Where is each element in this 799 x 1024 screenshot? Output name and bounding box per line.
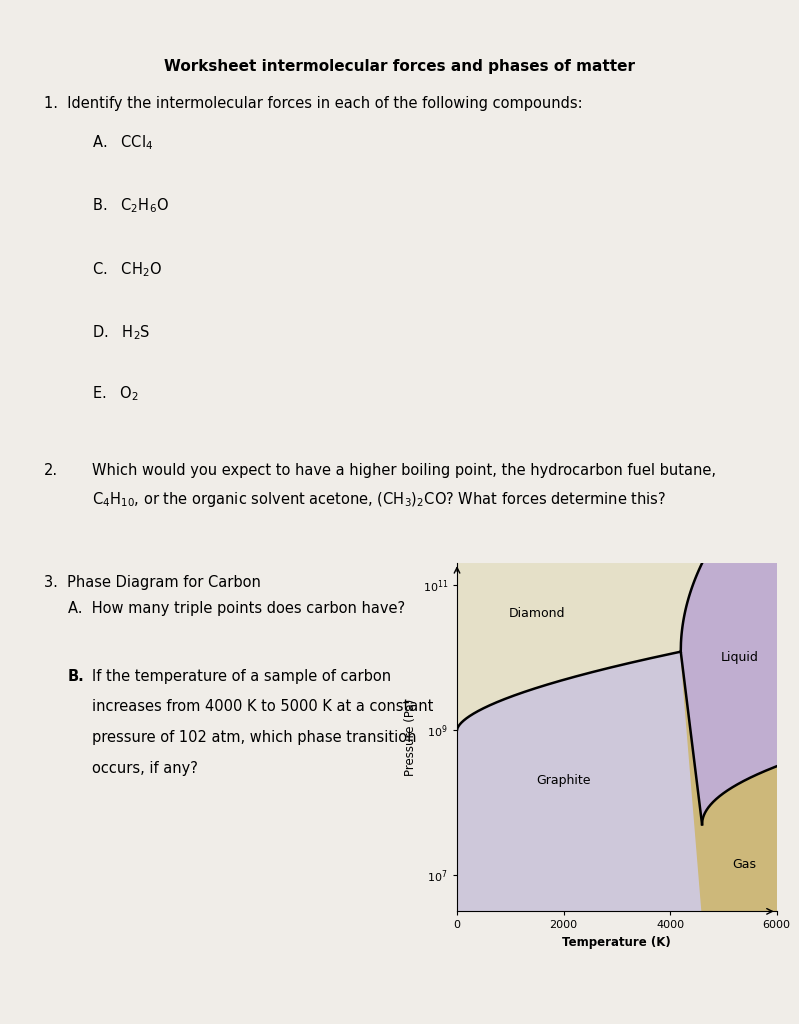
Text: Worksheet intermolecular forces and phases of matter: Worksheet intermolecular forces and phas… — [164, 59, 635, 75]
Text: A.  How many triple points does carbon have?: A. How many triple points does carbon ha… — [68, 601, 405, 616]
Text: Which would you expect to have a higher boiling point, the hydrocarbon fuel buta: Which would you expect to have a higher … — [92, 463, 716, 478]
Text: Diamond: Diamond — [509, 607, 565, 621]
Text: 2.: 2. — [44, 463, 58, 478]
Text: Liquid: Liquid — [721, 651, 758, 664]
Text: B.: B. — [68, 669, 85, 684]
Text: increases from 4000 K to 5000 K at a constant: increases from 4000 K to 5000 K at a con… — [92, 699, 433, 715]
Text: C.   CH$_2$O: C. CH$_2$O — [92, 260, 161, 279]
Text: D.   H$_2$S: D. H$_2$S — [92, 324, 150, 342]
Polygon shape — [681, 563, 777, 824]
Text: 3.  Phase Diagram for Carbon: 3. Phase Diagram for Carbon — [44, 575, 260, 591]
Text: C$_4$H$_{10}$, or the organic solvent acetone, (CH$_3$)$_2$CO? What forces deter: C$_4$H$_{10}$, or the organic solvent ac… — [92, 490, 666, 510]
Polygon shape — [457, 563, 702, 730]
Text: pressure of 102 atm, which phase transition: pressure of 102 atm, which phase transit… — [92, 730, 416, 745]
Polygon shape — [457, 651, 702, 911]
Text: occurs, if any?: occurs, if any? — [92, 761, 198, 776]
Text: If the temperature of a sample of carbon: If the temperature of a sample of carbon — [92, 669, 391, 684]
Polygon shape — [681, 651, 777, 911]
Text: A.   CCl$_4$: A. CCl$_4$ — [92, 133, 153, 152]
X-axis label: Temperature (K): Temperature (K) — [562, 936, 671, 949]
Text: E.   O$_2$: E. O$_2$ — [92, 384, 139, 402]
Text: Gas: Gas — [733, 858, 757, 870]
Text: B.   C$_2$H$_6$O: B. C$_2$H$_6$O — [92, 197, 169, 215]
Text: Graphite: Graphite — [536, 774, 590, 787]
Text: 1.  Identify the intermolecular forces in each of the following compounds:: 1. Identify the intermolecular forces in… — [44, 96, 582, 112]
Y-axis label: Pressure (Pa): Pressure (Pa) — [404, 698, 417, 776]
